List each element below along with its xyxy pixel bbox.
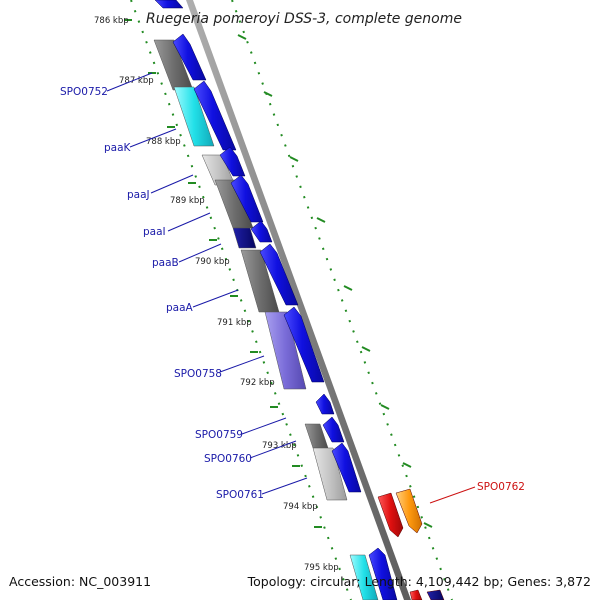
cog-block (349, 554, 379, 600)
gene-label: SPO0758 (174, 368, 222, 380)
gene-label: SPO0759 (195, 429, 243, 441)
kbp-labels: 786 kbp 787 kbp 788 kbp 789 kbp 790 kbp … (94, 16, 339, 573)
gene-arrow (426, 589, 445, 600)
label-leader-red (429, 486, 476, 504)
forward-genes (154, 0, 398, 600)
kbp-label: 786 kbp (94, 16, 129, 26)
outer-dotted-track (231, 0, 453, 600)
outer-track-ticks (237, 34, 433, 528)
gene-labels: SPO0752 paaK paaJ paaI paaB paaA SPO0758… (60, 86, 525, 501)
gene-arrow (219, 146, 246, 177)
kbp-label: 788 kbp (146, 137, 181, 147)
kbp-label: 790 kbp (195, 257, 230, 267)
gene-arrow (409, 589, 423, 600)
inner-dotted-track (130, 0, 352, 600)
gene-arrow (230, 174, 264, 223)
gene-label: paaA (166, 302, 194, 314)
gene-arrow (172, 33, 207, 81)
accession-text: Accession: NC_003911 (9, 574, 151, 589)
kbp-label: 795 kbp (304, 563, 339, 573)
kbp-label: 787 kbp (119, 76, 154, 86)
genome-summary-text: Topology: circular; Length: 4,109,442 bp… (247, 574, 591, 589)
cog-block (232, 227, 257, 249)
gene-label: SPO0760 (204, 453, 252, 465)
gene-label: paaK (104, 142, 132, 154)
cog-block (173, 86, 215, 147)
gene-label: paaI (143, 226, 166, 238)
gene-label: paaB (152, 257, 179, 269)
gene-label: SPO0762 (477, 481, 525, 493)
gene-arrow (283, 306, 325, 383)
gene-label: SPO0761 (216, 489, 264, 501)
gene-label: paaJ (127, 189, 150, 201)
map-title: Ruegeria pomeroyi DSS-3, complete genome (146, 11, 462, 27)
cog-block (312, 447, 348, 501)
genome-backbone (186, 0, 411, 600)
kbp-label: 794 kbp (283, 502, 318, 512)
gene-arrow (377, 492, 404, 538)
gene-arrow (154, 0, 184, 9)
kbp-ticks (124, 19, 322, 528)
gene-arrow (322, 416, 345, 443)
reverse-genes (377, 488, 445, 600)
label-leaders (106, 72, 308, 495)
gene-label: SPO0752 (60, 86, 108, 98)
gene-arrow (259, 243, 299, 306)
gene-arrow (331, 442, 362, 493)
kbp-label: 789 kbp (170, 196, 205, 206)
gene-arrow (315, 393, 335, 415)
cog-block (264, 311, 307, 390)
kbp-label: 792 kbp (240, 378, 275, 388)
gene-arrow (368, 547, 398, 600)
gene-arrow (395, 488, 423, 534)
kbp-label: 793 kbp (262, 441, 297, 451)
kbp-label: 791 kbp (217, 318, 252, 328)
gene-arrow (193, 80, 237, 151)
gene-arrow (250, 220, 273, 243)
cog-track (153, 39, 379, 600)
